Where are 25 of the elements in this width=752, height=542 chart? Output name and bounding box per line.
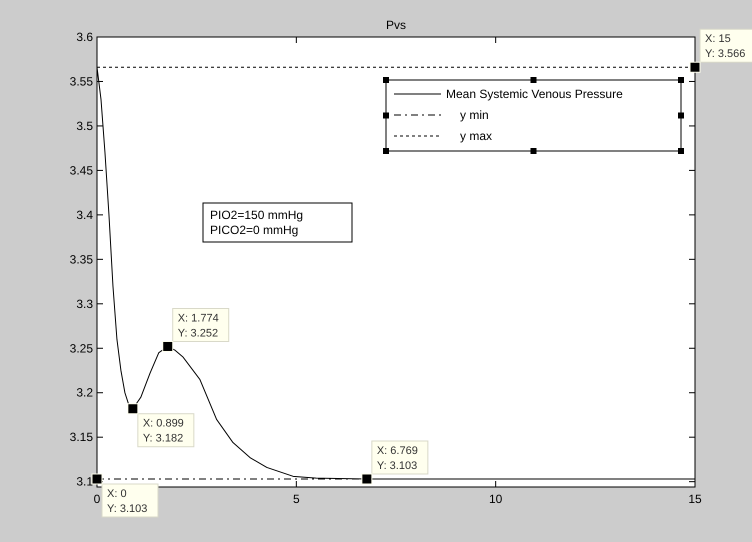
y-tick-label: 3.5 [76,118,94,133]
annotation: PIO2=150 mmHg PICO2=0 mmHg [210,208,304,237]
annotation: X: 1.774 Y: 3.252 [178,312,219,340]
annotation: X: 15 Y: 3.566 [705,33,746,60]
y-tick-label: 3.55 [70,74,94,88]
x-tick-label: 5 [292,492,300,506]
legend-label: y min [460,108,489,122]
annotation: X: 0.899 Y: 3.182 [142,418,184,445]
y-tick-label: 3.25 [70,341,94,356]
y-tick-label: 3.3 [76,296,94,311]
x-tick-label: 15 [688,492,702,506]
y-tick-label: 3.4 [76,208,94,222]
annotation: X: 6.769 Y: 3.103 [376,444,418,472]
chart-title: Pvs [386,18,406,32]
annotation: X: 0 Y: 3.103 [107,488,148,515]
legend-label: Mean Systemic Venous Pressure [446,87,624,101]
legend-label: y max [460,129,492,143]
x-tick-label: 0 [94,492,101,506]
y-tick-label: 3.35 [70,252,94,266]
x-tick-label: 10 [488,492,503,506]
y-tick-label: 3.1 [76,474,94,489]
y-tick-label: 3.6 [76,30,94,44]
y-tick-label: 3.2 [76,386,94,400]
y-tick-label: 3.45 [70,163,94,178]
y-tick-label: 3.15 [70,430,94,444]
